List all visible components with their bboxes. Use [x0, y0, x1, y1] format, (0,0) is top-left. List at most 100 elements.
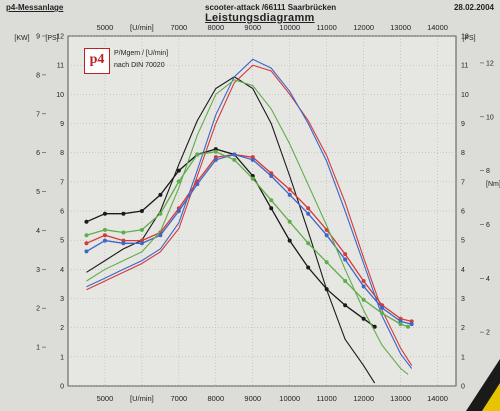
series-marker-green [343, 279, 348, 283]
plot-area [67, 35, 457, 387]
series-marker-blue [195, 182, 200, 187]
series-marker-red [84, 241, 89, 246]
series-line-red-power [86, 64, 413, 366]
x-tick-label-bottom: 9000 [244, 394, 261, 403]
x-tick-label-top: 11000 [317, 23, 337, 32]
x-tick-label-top: 7000 [171, 23, 188, 32]
series-marker-red [361, 279, 366, 283]
series-marker-blue [232, 152, 237, 157]
x-tick-label-bottom: 7000 [171, 394, 188, 403]
ps-tick-label-left: 7 [60, 179, 64, 186]
y-axis-label-ps-left: [PS] [45, 35, 58, 42]
x-tick-label-top: 9000 [244, 23, 261, 32]
x-tick-label-bottom: 11000 [317, 394, 337, 403]
series-marker-black [343, 303, 348, 308]
series-marker-black [139, 209, 144, 213]
ps-tick-label-left: 6 [60, 209, 64, 216]
y-axis-label-ps-right: [PS] [462, 35, 475, 42]
series-marker-black [158, 192, 163, 197]
series-marker-green [176, 179, 181, 184]
series-marker-blue [121, 241, 126, 246]
series-marker-green [139, 227, 144, 232]
x-tick-label-top: 5000 [97, 23, 114, 32]
ps-tick-label-left: 4 [60, 267, 64, 274]
series-marker-black [324, 287, 329, 292]
series-marker-blue [84, 249, 89, 254]
x-tick-label-bottom: 12000 [353, 394, 374, 403]
x-tick-label-top: 13000 [390, 23, 411, 32]
series-marker-black [121, 211, 126, 216]
y-axis-label-nm: [Nm] [486, 181, 500, 188]
series-marker-green [324, 260, 329, 265]
nm-tick-label: 10 [486, 114, 494, 121]
ps-tick-label-left: 1 [60, 354, 64, 361]
series-marker-black [176, 168, 181, 173]
ps-tick-label-left: 10 [56, 92, 64, 99]
x-tick-label-top: 12000 [353, 23, 374, 32]
series-marker-green [398, 322, 403, 327]
y-axis-label-kw: [KW] [14, 35, 29, 42]
series-marker-black [102, 211, 107, 216]
ps-tick-label-right: 7 [461, 179, 465, 186]
series-marker-red [102, 233, 107, 238]
series-marker-green [213, 149, 218, 154]
x-tick-label-bottom: 13000 [390, 394, 411, 403]
ps-tick-label-right: 9 [461, 121, 465, 128]
ps-tick-label-right: 0 [461, 384, 465, 391]
kw-tick-label: 7 [36, 111, 40, 118]
series-marker-red [287, 187, 292, 192]
corner-decoration-yellow [482, 383, 500, 411]
legend-text-line2: nach DIN 70020 [114, 62, 165, 69]
series-marker-black [372, 324, 377, 329]
series-marker-blue [269, 174, 274, 178]
kw-tick-label: 1 [36, 345, 40, 352]
series-marker-blue [324, 233, 329, 238]
nm-tick-label: 6 [486, 222, 490, 229]
x-tick-label-top: 14000 [427, 23, 448, 32]
ps-tick-label-left: 9 [60, 121, 64, 128]
ps-tick-label-left: 12 [56, 34, 64, 41]
series-marker-green [102, 227, 107, 232]
p4-logo: p4 [84, 48, 110, 74]
series-marker-black [361, 316, 366, 321]
series-marker-green [361, 297, 366, 302]
kw-tick-label: 3 [36, 267, 40, 274]
kw-tick-label: 6 [36, 150, 40, 157]
series-marker-blue [380, 305, 385, 310]
x-tick-label-top: 10000 [279, 23, 300, 32]
series-marker-black [306, 265, 311, 270]
series-marker-blue [102, 238, 107, 243]
series-marker-green [269, 198, 274, 203]
ps-tick-label-left: 11 [57, 63, 64, 70]
series-marker-blue [139, 241, 144, 246]
nm-tick-label: 4 [486, 276, 490, 283]
series-marker-blue [306, 211, 311, 216]
ps-tick-label-left: 0 [60, 384, 64, 391]
header-date: 28.02.2004 [453, 3, 494, 12]
kw-tick-label: 9 [36, 34, 40, 41]
chart-title: Leistungsdiagramm [205, 12, 315, 24]
ps-tick-label-right: 2 [461, 325, 465, 332]
series-marker-blue [176, 209, 181, 213]
series-marker-red [343, 252, 348, 257]
series-marker-green [84, 233, 89, 238]
ps-tick-label-right: 8 [461, 150, 465, 157]
x-tick-label-top: 8000 [207, 23, 224, 32]
kw-tick-label: 5 [36, 189, 40, 196]
series-marker-black [269, 206, 274, 211]
series-marker-green [306, 241, 311, 246]
header-left: p4-Messanlage [6, 3, 64, 12]
series-marker-green [405, 324, 410, 329]
x-tick-label-bottom: 14000 [427, 394, 448, 403]
ps-tick-label-right: 12 [461, 34, 469, 41]
kw-tick-label: 4 [36, 228, 40, 235]
series-marker-green [380, 311, 385, 316]
series-marker-green [121, 230, 126, 235]
ps-tick-label-left: 2 [60, 325, 64, 332]
series-marker-green [250, 176, 255, 181]
series-marker-blue [361, 284, 366, 289]
ps-tick-label-right: 3 [461, 296, 465, 303]
x-tick-label-bottom: 8000 [207, 394, 224, 403]
ps-tick-label-right: 11 [461, 63, 468, 70]
